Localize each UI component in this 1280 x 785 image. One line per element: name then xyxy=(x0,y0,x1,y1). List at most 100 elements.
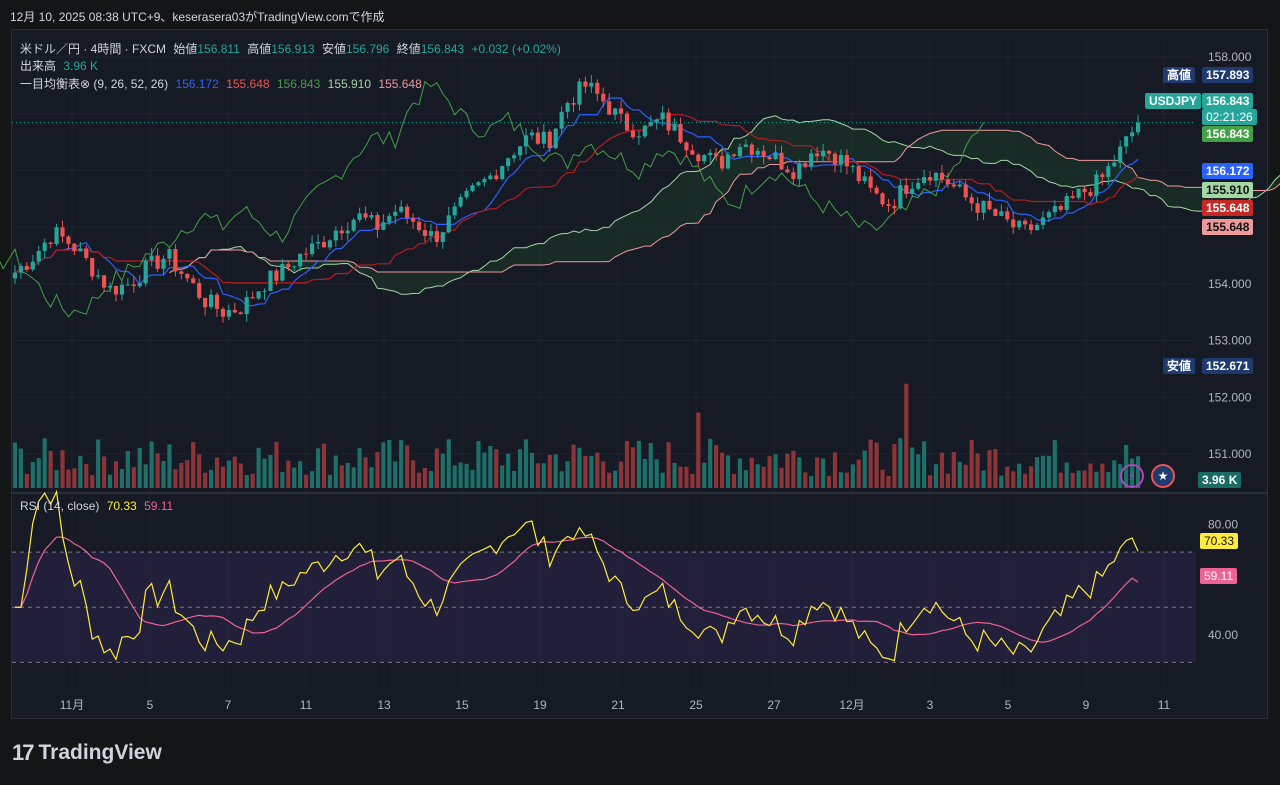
volume-bar xyxy=(916,454,921,488)
rsi-tag: 70.33 xyxy=(1200,533,1239,549)
candle-body xyxy=(1130,132,1135,137)
candle-body xyxy=(66,236,71,244)
candle-body xyxy=(945,179,950,185)
kijun-line xyxy=(14,114,1139,284)
volume-bar xyxy=(78,455,83,488)
high-tag: 高値 xyxy=(1163,67,1196,83)
lightning-icon[interactable]: ⚡ xyxy=(1120,464,1144,488)
candle-body xyxy=(601,93,606,102)
candle-body xyxy=(452,206,457,216)
volume-bar xyxy=(167,444,172,488)
candle-body xyxy=(393,211,398,216)
volume-bar xyxy=(125,451,130,488)
volume-bar xyxy=(731,474,737,488)
legend-symbol[interactable]: 米ドル／円 · 4時間 · FXCM xyxy=(20,42,166,56)
volume-bar xyxy=(185,460,190,488)
candle-body xyxy=(702,155,707,162)
candle-body xyxy=(72,243,77,252)
candle-body xyxy=(595,82,600,94)
volume-bar xyxy=(1076,470,1081,488)
volume-bar xyxy=(1112,460,1117,488)
brand-footer[interactable]: 17 TradingView xyxy=(12,740,162,766)
x-tick-label-5: 15 xyxy=(455,698,469,712)
tenkan-line xyxy=(14,97,1139,307)
volume-bar xyxy=(1005,466,1010,488)
candle-body xyxy=(1094,174,1099,196)
candle-body xyxy=(298,253,303,267)
candle-body xyxy=(125,284,130,286)
volume-bar xyxy=(393,461,398,488)
volume-bar xyxy=(1094,471,1099,488)
volume-bar xyxy=(636,440,641,488)
volume-bar xyxy=(642,458,647,488)
volume-bar xyxy=(369,467,374,488)
volume-bar xyxy=(898,438,903,488)
volume-bar xyxy=(309,471,315,488)
volume-bar xyxy=(815,457,820,488)
legend-tenkan: 156.172 xyxy=(175,77,219,91)
tradingview-logo-icon: 17 xyxy=(12,740,35,765)
x-tick-label-14: 11 xyxy=(1158,698,1171,712)
candle-body xyxy=(280,264,285,281)
volume-bar xyxy=(856,459,861,488)
candle-body xyxy=(927,177,933,181)
volume-bar xyxy=(922,441,927,488)
candle-body xyxy=(351,219,356,231)
legend-rsi[interactable]: RSI (14, close) 70.33 59.11 xyxy=(20,499,177,513)
candle-body xyxy=(268,270,273,291)
candle-body xyxy=(185,273,190,279)
candle-body xyxy=(630,130,636,138)
volume-bar xyxy=(476,441,481,488)
low-tag: 安値 xyxy=(1163,358,1196,374)
volume-bar xyxy=(470,469,475,488)
volume-bar xyxy=(684,466,689,488)
volume-bar xyxy=(761,466,766,488)
volume-bar xyxy=(672,462,677,488)
candle-body xyxy=(500,166,505,180)
volume-bar xyxy=(387,439,392,488)
legend-spanB: 155.648 xyxy=(378,77,422,91)
candle-body xyxy=(553,128,558,149)
tenkan-tag: 156.172 xyxy=(1202,163,1254,179)
volume-bar xyxy=(886,475,891,488)
volume-bar xyxy=(862,450,867,488)
volume-bar xyxy=(737,458,742,488)
legend-high-label: 高値 xyxy=(247,42,272,56)
volume-bar xyxy=(440,453,445,488)
volume-bar xyxy=(945,473,950,488)
legend-volume[interactable]: 出来高 3.96 K xyxy=(20,57,102,74)
candle-body xyxy=(708,152,713,156)
legend-ichimoku[interactable]: 一目均衡表⊗ (9, 26, 52, 26) 156.172 155.648 1… xyxy=(20,75,426,92)
candle-body xyxy=(149,255,154,261)
legend-open: 156.811 xyxy=(197,42,240,56)
x-tick-label-10: 12月 xyxy=(839,698,864,712)
candle-body xyxy=(482,179,487,183)
volume-bar xyxy=(482,452,487,488)
candle-body xyxy=(749,144,754,155)
candle-body xyxy=(143,260,148,284)
candle-body xyxy=(214,294,220,309)
candle-body xyxy=(672,123,677,131)
volume-bar xyxy=(583,455,588,488)
volume-bar xyxy=(280,472,285,488)
volume-bar xyxy=(981,470,986,488)
candle-body xyxy=(1023,220,1028,225)
candle-body xyxy=(797,163,802,180)
candle-body xyxy=(60,227,65,237)
candle-body xyxy=(1088,192,1093,196)
x-tick-label-0: 11月 xyxy=(60,698,84,712)
us-flag-icon[interactable]: ★ xyxy=(1151,464,1175,488)
volume-bar xyxy=(535,463,540,488)
high-value: 157.893 xyxy=(1202,67,1254,83)
volume-bar xyxy=(102,456,107,488)
candle-body xyxy=(333,230,338,241)
volume-bar xyxy=(488,445,493,488)
volume-bar xyxy=(72,468,77,488)
volume-bar xyxy=(428,470,433,488)
candle-body xyxy=(809,153,814,167)
candle-body xyxy=(36,250,41,262)
candle-body xyxy=(512,155,517,159)
volume-bar xyxy=(90,475,95,488)
legend-kijun: 155.648 xyxy=(226,77,270,91)
